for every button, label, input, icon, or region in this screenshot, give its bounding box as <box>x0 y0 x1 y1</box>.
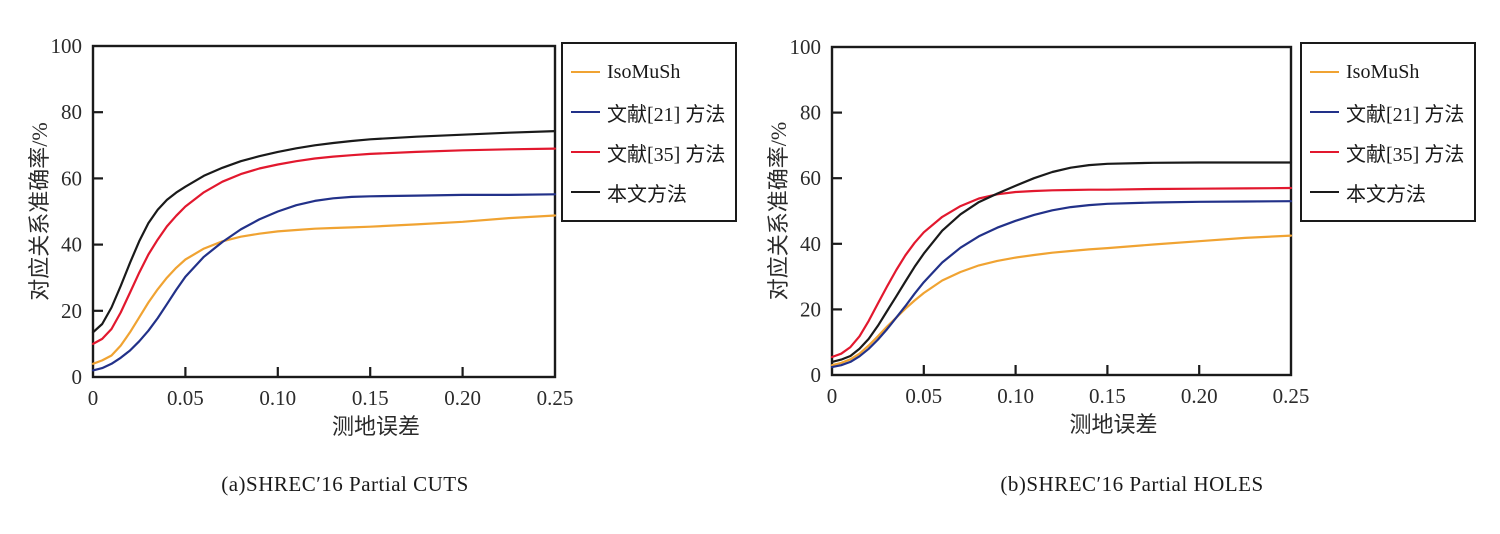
legend-item-ours: 本文方法 <box>1310 172 1464 212</box>
legend-item-isomush: IsoMuSh <box>1310 52 1464 92</box>
legend-label-ours: 本文方法 <box>1346 183 1426 206</box>
series-ref35-line <box>830 186 1293 359</box>
series-ref21-line <box>91 193 557 372</box>
x-axis-title: 测地误差 <box>1069 412 1157 437</box>
ours-line-swatch <box>1310 191 1339 193</box>
plot-frame <box>91 44 557 379</box>
ref35-line-swatch <box>1310 151 1339 153</box>
x-tick-label: 0.15 <box>1089 384 1126 408</box>
x-tick-label: 0.25 <box>537 386 574 410</box>
legend-item-ref21: 文献[21] 方法 <box>571 92 725 132</box>
ours-line-swatch <box>571 191 600 193</box>
legend-label-ref21: 文献[21] 方法 <box>1346 103 1465 126</box>
y-tick-label: 80 <box>61 100 82 124</box>
x-tick-label: 0 <box>88 386 99 410</box>
series-ref35-line <box>91 147 557 345</box>
ref21-line-swatch <box>571 111 600 113</box>
x-tick-label: 0.20 <box>1181 384 1218 408</box>
x-tick-label: 0.05 <box>905 384 942 408</box>
x-tick-label: 0.20 <box>444 386 481 410</box>
x-tick-label: 0.05 <box>167 386 204 410</box>
y-tick-label: 20 <box>800 297 821 321</box>
legend-item-ref35: 文献[35] 方法 <box>1310 132 1464 172</box>
caption-b: (b)SHREC′16 Partial HOLES <box>1000 472 1264 496</box>
y-tick-label: 60 <box>800 166 821 190</box>
series-isomush-line <box>91 214 557 365</box>
y-tick-label: 40 <box>800 232 821 256</box>
legend-label-ref35: 文献[35] 方法 <box>607 143 726 166</box>
y-tick-label: 80 <box>800 101 821 125</box>
ref21-line-swatch <box>1310 111 1339 113</box>
legend-label-ref21: 文献[21] 方法 <box>607 103 726 126</box>
y-tick-label: 20 <box>61 299 82 323</box>
legend-item-ours: 本文方法 <box>571 172 725 212</box>
legend-label-isomush: IsoMuSh <box>1346 60 1420 83</box>
isomush-line-swatch <box>1310 71 1339 73</box>
legend-label-isomush: IsoMuSh <box>607 60 681 83</box>
isomush-line-swatch <box>571 71 600 73</box>
x-tick-label: 0.15 <box>352 386 389 410</box>
y-tick-label: 40 <box>61 233 82 257</box>
y-tick-label: 100 <box>51 34 83 58</box>
chart-b-canvas: 0 0.05 0.10 0.15 0.20 0.25 0 20 40 60 80 100 测地误差 对应关… <box>766 35 1310 437</box>
legend-item-ref35: 文献[35] 方法 <box>571 132 725 172</box>
legend-item-ref21: 文献[21] 方法 <box>1310 92 1464 132</box>
legend-label-ref35: 文献[35] 方法 <box>1346 143 1465 166</box>
legend-label-ours: 本文方法 <box>607 183 687 206</box>
y-tick-label: 0 <box>811 363 822 387</box>
x-tick-label: 0 <box>827 384 838 408</box>
x-tick-label: 0.10 <box>259 386 296 410</box>
chart-a-canvas: 0 0.05 0.10 0.15 0.20 0.25 0 20 40 60 80 100 测地误差 对应关… <box>27 34 574 439</box>
plot-frame <box>830 45 1293 377</box>
caption-a: (a)SHREC′16 Partial CUTS <box>221 472 469 496</box>
legend-b: IsoMuSh 文献[21] 方法 文献[35] 方法 本文方法 <box>1300 42 1477 222</box>
legend-item-isomush: IsoMuSh <box>571 52 725 92</box>
x-axis-title: 测地误差 <box>332 414 420 439</box>
ref35-line-swatch <box>571 151 600 153</box>
y-axis-title: 对应关系准确率/% <box>27 122 52 300</box>
series-ours-line <box>830 161 1293 363</box>
y-tick-label: 0 <box>72 365 83 389</box>
x-tick-label: 0.10 <box>997 384 1034 408</box>
y-axis-title: 对应关系准确率/% <box>766 122 791 300</box>
series-ours-line <box>91 130 557 334</box>
x-tick-label: 0.25 <box>1273 384 1310 408</box>
y-tick-label: 100 <box>790 35 822 59</box>
legend-a: IsoMuSh 文献[21] 方法 文献[35] 方法 本文方法 <box>561 42 738 222</box>
series-ref21-line <box>830 200 1293 369</box>
y-tick-label: 60 <box>61 166 82 190</box>
series-isomush-line <box>830 234 1293 367</box>
